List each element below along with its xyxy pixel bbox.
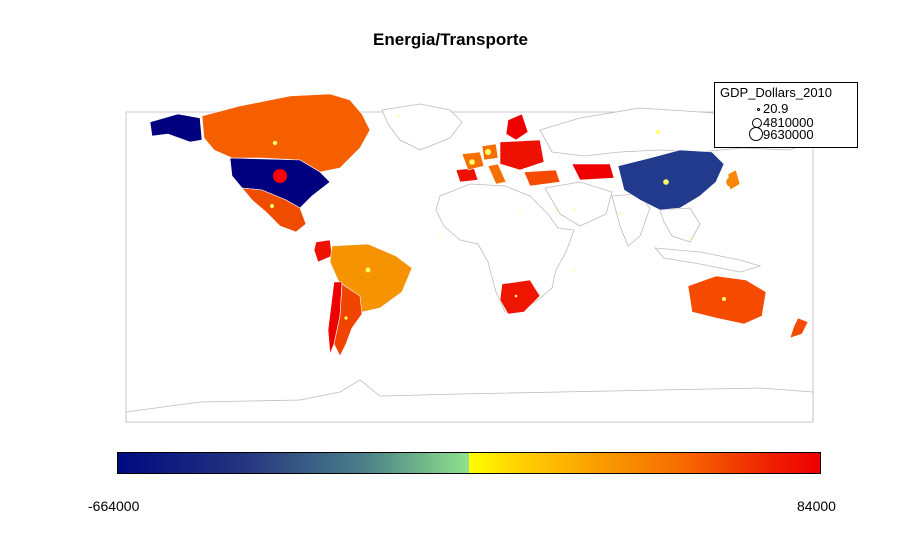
gdp-bubbles <box>270 114 736 320</box>
south-africa-region <box>499 279 541 315</box>
size-legend: GDP_Dollars_2010 20.9 4810000 9630000 <box>714 82 858 148</box>
bubble-argentina <box>344 316 348 320</box>
bubble-misc-8 <box>573 269 575 271</box>
turkey-region <box>523 169 561 187</box>
legend-label-large: 9630000 <box>763 127 814 142</box>
canada-region <box>201 93 371 173</box>
bubble-misc-2 <box>572 208 576 212</box>
map-title: Energia/Transporte <box>373 30 528 49</box>
legend-label-medium: 4810000 <box>763 115 814 130</box>
australia-region <box>687 275 767 325</box>
bubble-misc-7 <box>439 233 441 235</box>
argentina-region <box>333 283 363 357</box>
legend-label-small: 20.9 <box>763 101 789 116</box>
mideast-outline <box>544 181 613 227</box>
new-zealand-region <box>789 317 809 339</box>
bubble-misc-3 <box>618 212 622 216</box>
italy-region <box>487 163 507 185</box>
scandinavia-region <box>505 113 529 141</box>
bubble-misc-4 <box>555 209 557 211</box>
bubble-australia <box>722 297 726 301</box>
color-scale-max-label: 84000 <box>797 498 836 514</box>
bubble-france <box>469 159 475 165</box>
bubble-usa <box>273 169 287 183</box>
bubble-germany <box>485 149 491 155</box>
indonesia-outline <box>654 247 762 273</box>
color-scale-bar <box>117 452 821 474</box>
legend-title: GDP_Dollars_2010 <box>720 85 833 100</box>
bubble-misc-1 <box>396 114 400 118</box>
seasia-outline <box>659 207 701 243</box>
antarctica-outline <box>125 379 814 423</box>
bubble-mexico <box>270 204 274 208</box>
bubble-russia <box>655 129 661 135</box>
bubble-misc-6 <box>519 213 521 215</box>
land-outlines <box>125 103 814 423</box>
alaska-region <box>149 113 203 143</box>
bubble-misc-5 <box>688 236 692 240</box>
spain-region <box>455 167 479 183</box>
bubble-canada <box>272 140 278 146</box>
bubble-brazil <box>365 267 371 273</box>
eastern-europe-region <box>499 139 545 171</box>
bubble-south-africa <box>514 294 518 298</box>
greenland-outline <box>381 103 463 151</box>
legend-symbol-large <box>749 127 763 141</box>
legend-symbol-small <box>757 108 760 111</box>
color-scale-min-label: -664000 <box>88 498 140 514</box>
caucasus-region <box>571 163 615 181</box>
bubble-japan <box>726 177 736 187</box>
bubble-china <box>663 179 669 185</box>
colombia-region <box>313 239 333 263</box>
china-region <box>617 149 725 211</box>
mexico-region <box>241 187 307 233</box>
colored-countries <box>149 93 809 357</box>
africa-outline <box>435 183 575 313</box>
